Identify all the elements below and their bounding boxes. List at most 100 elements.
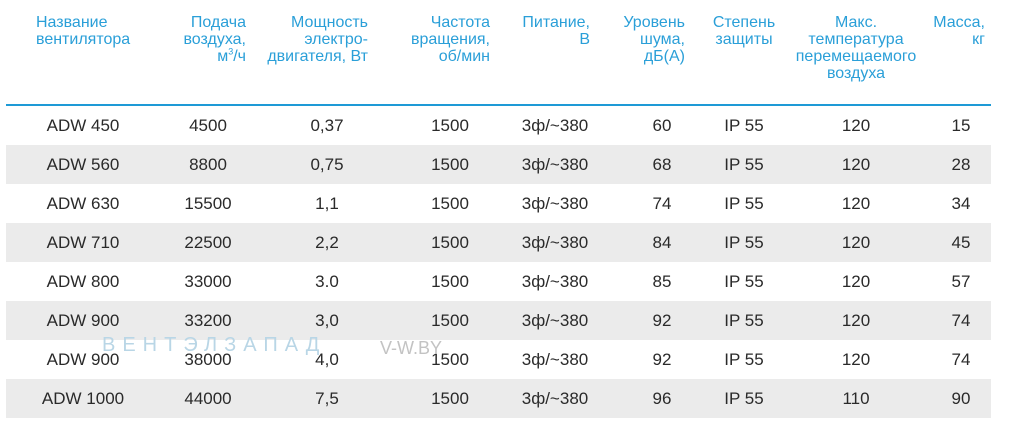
motor-power-cell: 2,2 (315, 233, 339, 252)
protection-class-cell: IP 55 (724, 233, 764, 252)
max-temperature-cell: 120 (841, 272, 871, 291)
weight-cell: 90 (951, 389, 971, 408)
header-weight: Масса, кг (933, 14, 985, 48)
motor-power-cell: 1,1 (315, 194, 339, 213)
rotation-speed-cell: 1500 (431, 272, 469, 291)
model-cell: ADW 560 (46, 155, 120, 174)
header-line: электро- (304, 31, 368, 48)
weight-cell: 74 (951, 350, 971, 369)
motor-power-cell: 4,0 (315, 350, 339, 369)
noise-level-cell: 85 (652, 272, 672, 291)
header-line: В (579, 31, 590, 48)
rotation-speed-cell: 1500 (431, 116, 469, 135)
motor-power-cell: 0,37 (310, 116, 344, 135)
power-supply-cell: 3ф/~380 (521, 389, 589, 408)
max-temperature-cell: 120 (841, 155, 871, 174)
table-row: ADW 560 8800 0,75 1500 3ф/~380 68 IP 55 120 28 (6, 145, 991, 184)
weight-cell: 45 (951, 233, 971, 252)
header-max-air-temperature: Макс. температура перемещаемого воздуха (796, 14, 917, 82)
table-row: ADW 900 33200 3,0 1500 3ф/~380 92 IP 55 120 74 (6, 301, 991, 340)
noise-level-cell: 92 (652, 350, 672, 369)
header-line: Макс. (834, 14, 878, 31)
rotation-speed-cell: 1500 (431, 389, 469, 408)
max-temperature-cell: 120 (841, 194, 871, 213)
air-flow-cell: 8800 (189, 155, 227, 174)
rotation-speed-cell: 1500 (431, 233, 469, 252)
noise-level-cell: 96 (652, 389, 672, 408)
air-flow-cell: 15500 (184, 194, 232, 213)
header-line: Название (36, 14, 108, 31)
table-row: ADW 1000 44000 7,5 1500 3ф/~380 96 IP 55 110 90 (6, 379, 991, 418)
model-cell: ADW 710 (46, 233, 120, 252)
weight-cell: 74 (951, 311, 971, 330)
header-protection-class: Степень защиты (713, 14, 775, 48)
air-flow-cell: 44000 (184, 389, 232, 408)
header-motor-power: Мощность электро- двигателя, Вт (267, 14, 368, 65)
model-cell: ADW 630 (46, 194, 120, 213)
max-temperature-cell: 120 (841, 116, 871, 135)
header-line: Масса, (933, 14, 985, 31)
air-flow-cell: 38000 (184, 350, 232, 369)
weight-cell: 28 (951, 155, 971, 174)
weight-cell: 57 (951, 272, 971, 291)
model-cell: ADW 450 (46, 116, 120, 135)
table-row: ADW 800 33000 3.0 1500 3ф/~380 85 IP 55 120 57 (6, 262, 991, 301)
table-row: ADW 900 38000 4,0 1500 3ф/~380 92 IP 55 120 74 (6, 340, 991, 379)
table-body: ADW 450 4500 0,37 1500 3ф/~380 60 IP 55 120 15 AD… (6, 106, 991, 418)
rotation-speed-cell: 1500 (431, 350, 469, 369)
power-supply-cell: 3ф/~380 (521, 194, 589, 213)
protection-class-cell: IP 55 (724, 272, 764, 291)
noise-level-cell: 74 (652, 194, 672, 213)
header-line: дБ(А) (643, 48, 685, 65)
air-flow-cell: 33000 (184, 272, 232, 291)
header-line: Мощность (291, 14, 368, 31)
protection-class-cell: IP 55 (724, 389, 764, 408)
power-supply-cell: 3ф/~380 (521, 311, 589, 330)
table-row: ADW 710 22500 2,2 1500 3ф/~380 84 IP 55 120 45 (6, 223, 991, 262)
header-line: кг (972, 31, 985, 48)
noise-level-cell: 60 (652, 116, 672, 135)
header-line: Степень (712, 14, 776, 31)
noise-level-cell: 68 (652, 155, 672, 174)
header-unit: м3/ч (183, 46, 246, 65)
max-temperature-cell: 120 (841, 350, 871, 369)
header-line: шума, (640, 31, 685, 48)
header-line: об/мин (438, 48, 490, 65)
header-line: двигателя, Вт (267, 48, 368, 65)
air-flow-cell: 4500 (189, 116, 227, 135)
header-line: защиты (715, 31, 773, 48)
header-air-flow: Подача воздуха, м3/ч (183, 14, 246, 65)
header-line: перемещаемого (795, 48, 917, 65)
weight-cell: 15 (951, 116, 971, 135)
power-supply-cell: 3ф/~380 (521, 233, 589, 252)
header-line: температура (808, 31, 904, 48)
table-row: ADW 630 15500 1,1 1500 3ф/~380 74 IP 55 120 34 (6, 184, 991, 223)
model-cell: ADW 800 (46, 272, 120, 291)
fan-spec-table: Название вентилятора Подача воздуха, м3/… (6, 0, 991, 418)
header-line: воздуха (826, 65, 886, 82)
unit-superscript: 3 (228, 46, 234, 57)
max-temperature-cell: 120 (841, 233, 871, 252)
header-line: Подача (190, 14, 246, 31)
header-line: Уровень (623, 14, 685, 31)
air-flow-cell: 33200 (184, 311, 232, 330)
weight-cell: 34 (951, 194, 971, 213)
motor-power-cell: 3.0 (315, 272, 339, 291)
power-supply-cell: 3ф/~380 (521, 350, 589, 369)
model-cell: ADW 900 (46, 311, 120, 330)
header-fan-name: Название вентилятора (36, 14, 130, 48)
model-cell: ADW 1000 (41, 389, 125, 408)
protection-class-cell: IP 55 (724, 311, 764, 330)
header-line: воздуха, (183, 31, 246, 48)
air-flow-cell: 22500 (184, 233, 232, 252)
header-line: Питание, (522, 14, 590, 31)
motor-power-cell: 0,75 (310, 155, 344, 174)
protection-class-cell: IP 55 (724, 194, 764, 213)
protection-class-cell: IP 55 (724, 116, 764, 135)
header-noise-level: Уровень шума, дБ(А) (623, 14, 685, 65)
noise-level-cell: 92 (652, 311, 672, 330)
rotation-speed-cell: 1500 (431, 155, 469, 174)
max-temperature-cell: 120 (841, 311, 871, 330)
power-supply-cell: 3ф/~380 (521, 272, 589, 291)
power-supply-cell: 3ф/~380 (521, 155, 589, 174)
